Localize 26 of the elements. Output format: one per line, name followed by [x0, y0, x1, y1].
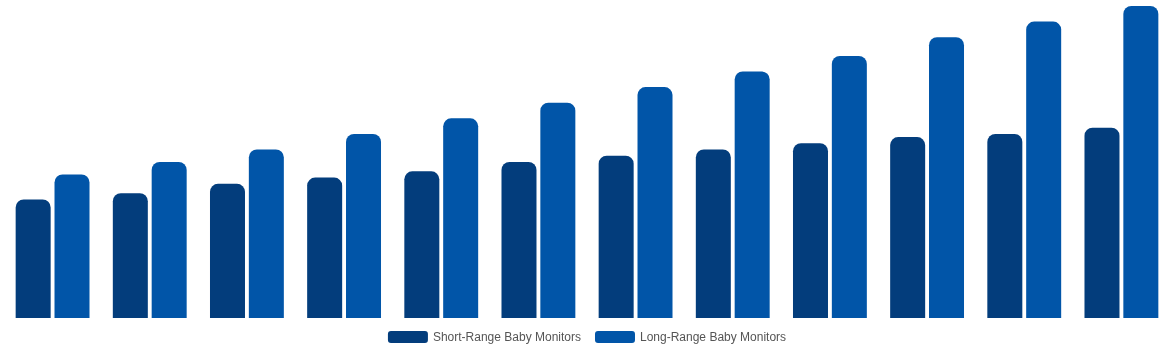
- bar: [404, 171, 440, 318]
- bar: [1026, 21, 1062, 318]
- bar: [346, 133, 382, 318]
- bar: [734, 71, 770, 318]
- bar: [1084, 127, 1120, 318]
- bar: [307, 177, 343, 318]
- bar: [209, 183, 245, 318]
- bar: [540, 102, 576, 318]
- bar: [831, 55, 867, 318]
- legend-label: Long-Range Baby Monitors: [639, 330, 787, 344]
- bar: [15, 199, 51, 318]
- bar: [248, 149, 284, 318]
- legend-label: Short-Range Baby Monitors: [432, 330, 581, 344]
- bar: [929, 37, 965, 318]
- bar: [151, 162, 187, 318]
- bar: [1123, 6, 1159, 318]
- bar: [695, 149, 731, 318]
- bar: [112, 193, 148, 318]
- bar: [443, 118, 479, 318]
- bar: [54, 174, 90, 318]
- bar: [501, 162, 537, 318]
- bar: [792, 143, 828, 318]
- bar: [890, 137, 926, 318]
- bar: [598, 155, 634, 318]
- bar: [637, 87, 673, 318]
- bar: [987, 133, 1023, 318]
